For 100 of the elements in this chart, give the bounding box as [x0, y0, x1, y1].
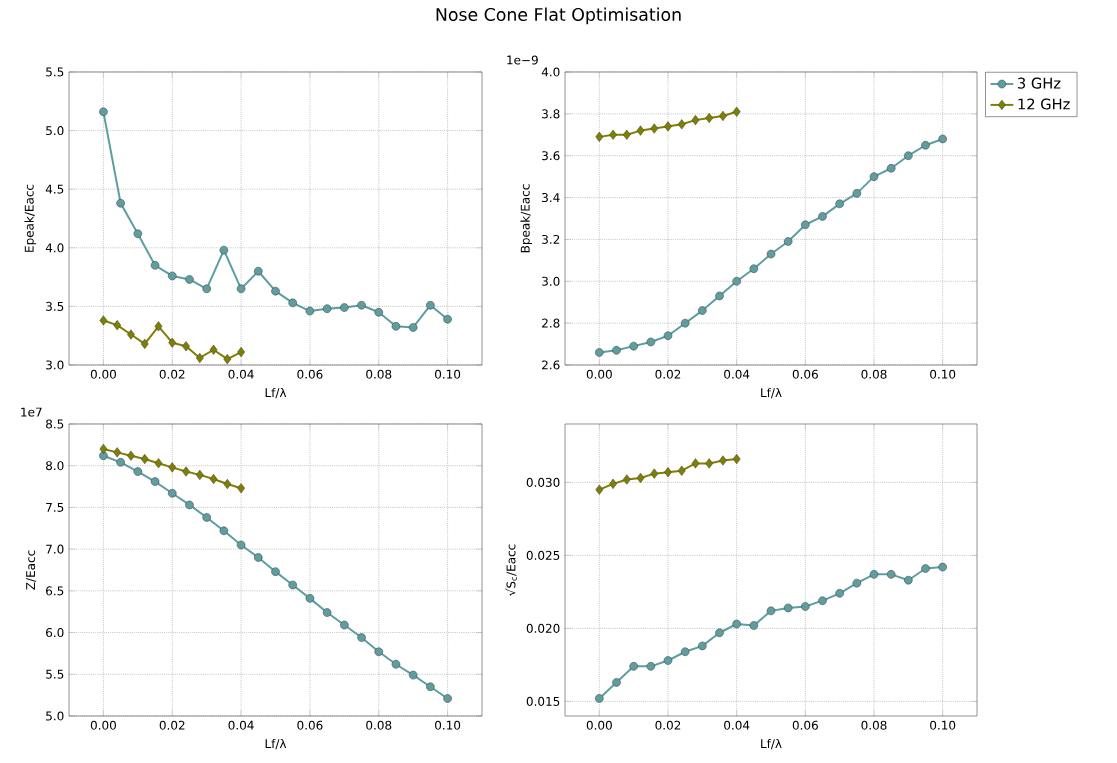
- y-tick-label: 3.5: [46, 301, 64, 311]
- x-tick-label: 0.10: [930, 720, 956, 730]
- point: [322, 304, 332, 313]
- point: [698, 306, 707, 315]
- point: [140, 453, 149, 465]
- y-tick-label: 2.8: [542, 318, 560, 328]
- point: [921, 564, 930, 573]
- point: [185, 500, 194, 510]
- point: [374, 307, 384, 317]
- y-tick-label: 6.5: [46, 586, 64, 596]
- x-tick-label: 0.06: [792, 369, 818, 379]
- point: [636, 125, 645, 136]
- point: [715, 291, 724, 301]
- point: [237, 347, 245, 358]
- point: [167, 271, 177, 281]
- point: [886, 163, 896, 173]
- y-tick-label: 3.2: [542, 234, 560, 244]
- point: [254, 266, 263, 276]
- point: [801, 220, 810, 230]
- x-tick-label: 0.06: [792, 720, 818, 730]
- point: [426, 682, 435, 692]
- point: [595, 484, 604, 495]
- point: [622, 129, 631, 140]
- x-tick-label: 0.08: [861, 720, 887, 730]
- point: [732, 453, 741, 465]
- point: [150, 261, 160, 270]
- point: [691, 458, 700, 469]
- point: [271, 567, 280, 576]
- legend-label: 12 GHz: [1018, 98, 1070, 110]
- y-tick-label: 3.4: [542, 193, 560, 203]
- x-tick-label: 0.08: [366, 369, 392, 379]
- point: [783, 237, 793, 246]
- point: [223, 478, 232, 490]
- point: [749, 621, 759, 630]
- point: [664, 121, 672, 132]
- point: [202, 513, 211, 522]
- point: [219, 526, 229, 536]
- point: [99, 451, 108, 460]
- point: [288, 298, 297, 308]
- x-tick-label: 0.02: [159, 720, 185, 730]
- point: [340, 303, 349, 312]
- text: 1e−9: [507, 55, 538, 65]
- point: [443, 694, 452, 703]
- y-tick-label: 2.6: [542, 360, 560, 370]
- point: [852, 578, 862, 588]
- point: [801, 602, 810, 611]
- y-tick-label: 7.0: [46, 544, 64, 554]
- y-tick-label: 8.0: [46, 461, 64, 471]
- point: [852, 189, 862, 198]
- point: [691, 115, 700, 126]
- x-tick-label: 0.00: [90, 720, 116, 730]
- point: [154, 321, 163, 332]
- point: [288, 580, 297, 590]
- point: [609, 478, 617, 489]
- y-tick-label: 0.015: [526, 696, 560, 706]
- x-tick-label: 0.00: [586, 720, 612, 730]
- point: [749, 264, 759, 273]
- point: [116, 198, 125, 208]
- y-tick-label: 5.0: [46, 711, 64, 721]
- point: [646, 337, 656, 347]
- point: [254, 553, 263, 562]
- point: [113, 320, 122, 331]
- y-tick-label: 6.0: [46, 628, 64, 638]
- point: [182, 341, 190, 352]
- point: [595, 694, 604, 703]
- legend-label: 3 GHz: [1018, 77, 1061, 89]
- point: [195, 352, 204, 364]
- point: [663, 331, 673, 340]
- x-tick-label: 0.06: [297, 720, 323, 730]
- point: [650, 468, 659, 479]
- x-tick-label: 0.10: [930, 369, 956, 379]
- point: [408, 323, 418, 332]
- text: 1e7: [21, 407, 42, 417]
- point: [167, 488, 177, 498]
- point: [677, 465, 686, 476]
- y-tick-label: 4.0: [45, 243, 64, 253]
- point: [680, 318, 690, 328]
- x-tick-label: 0.00: [586, 369, 612, 379]
- x-tick-label: 0.02: [655, 369, 681, 379]
- point: [374, 647, 384, 657]
- point: [357, 633, 366, 642]
- point: [408, 670, 418, 680]
- y-tick-label: 4.0: [541, 67, 560, 77]
- point: [99, 443, 108, 455]
- point: [636, 472, 645, 484]
- point: [904, 151, 913, 160]
- point: [818, 212, 827, 221]
- point: [766, 249, 776, 259]
- point: [869, 570, 879, 579]
- point: [663, 656, 673, 665]
- x-tick-label: 0.10: [435, 720, 461, 730]
- point: [209, 473, 218, 485]
- x-axis-title: Lf/λ: [265, 387, 287, 399]
- point: [869, 172, 879, 181]
- y-tick-label: 0.030: [526, 477, 560, 487]
- y-tick-label: 0.025: [526, 550, 560, 560]
- point: [182, 466, 190, 477]
- point: [154, 458, 163, 469]
- point: [99, 107, 108, 117]
- point: [680, 647, 690, 657]
